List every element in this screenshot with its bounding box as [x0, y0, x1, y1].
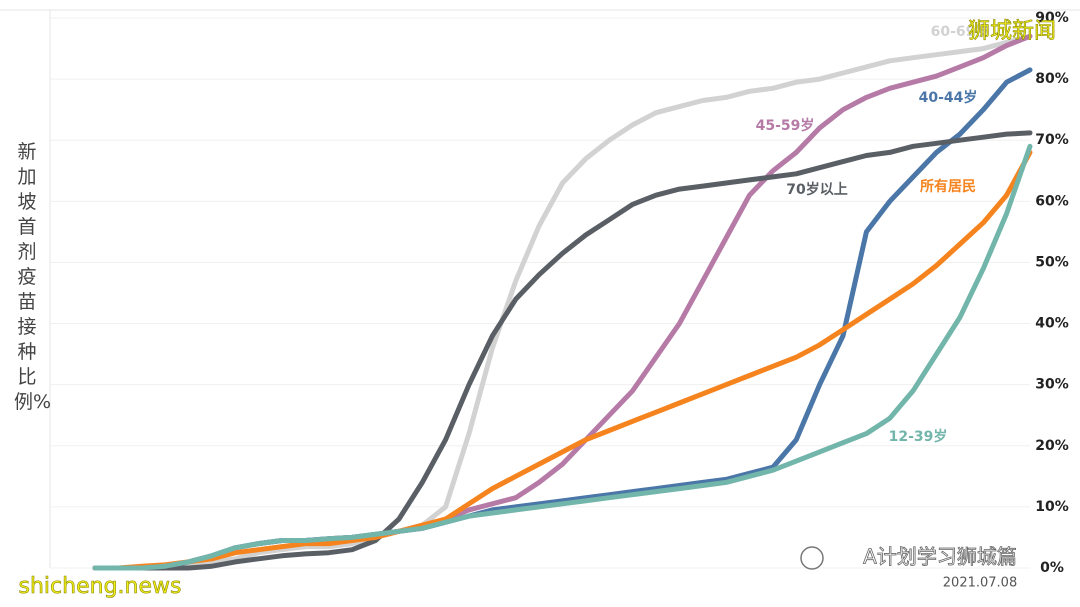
series-label: 70岁以上 [786, 181, 847, 198]
series-label: 60-69岁 [931, 23, 990, 40]
series-line [92, 130, 1033, 571]
x-tick-label: 2021.07.08 [943, 576, 1017, 591]
y-axis-title: 新加坡首剂疫苗接种比例% [14, 141, 52, 413]
y-tick-label: 10% [1035, 499, 1069, 515]
series-line [92, 149, 1033, 571]
y-tick-label: 30% [1035, 377, 1069, 393]
watermark: shicheng.news [19, 574, 182, 599]
y-tick-label: 0% [1040, 560, 1064, 576]
series-line [92, 33, 1033, 571]
series-label: 12-39岁 [889, 428, 948, 445]
series-line [92, 143, 1033, 571]
y-tick-label: 60% [1035, 193, 1069, 209]
series-label: 40-44岁 [919, 89, 978, 106]
y-tick-label: 20% [1035, 438, 1069, 454]
series-line [92, 33, 1033, 571]
y-tick-label: 70% [1035, 132, 1069, 148]
y-tick-label: 40% [1035, 316, 1069, 332]
y-tick-label: 80% [1035, 71, 1069, 87]
watermark: 狮城新闻 [968, 19, 1056, 44]
series-label: 45-59岁 [756, 117, 815, 134]
series-label: 所有居民 [920, 178, 976, 195]
series-line [92, 67, 1033, 571]
watermark: A计划学习狮城篇 [863, 545, 1017, 569]
y-tick-label: 90% [1035, 10, 1069, 26]
wechat-icon [800, 546, 824, 570]
y-tick-label: 50% [1035, 254, 1069, 270]
